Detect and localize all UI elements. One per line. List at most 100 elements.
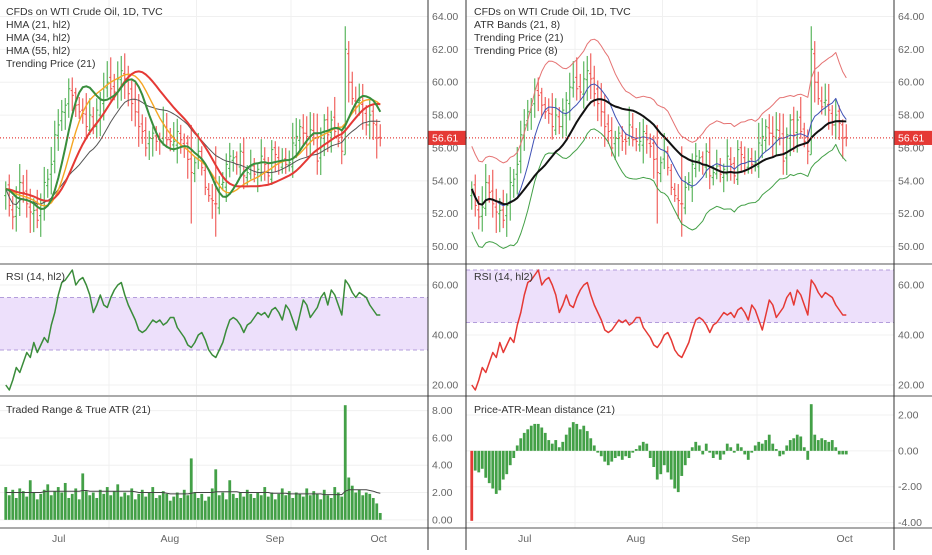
right-x-label: Sep [732, 533, 751, 545]
left-price-tick-label: 52.00 [432, 208, 458, 220]
left-range-bar [11, 489, 15, 520]
left-legend-hma34[interactable]: HMA (34, hl2) [6, 32, 70, 44]
right-distance-bar [557, 447, 561, 451]
left-price-tick-label: 56.00 [432, 142, 458, 154]
left-legend-hma55[interactable]: HMA (55, hl2) [6, 45, 70, 57]
right-distance-bar [697, 445, 701, 451]
right-distance-bar [578, 429, 582, 451]
right-distance-bar [508, 450, 512, 466]
left-range-bar [123, 492, 127, 520]
right-distance-bar [750, 450, 754, 453]
right-legend-atr-bands[interactable]: ATR Bands (21, 8) [474, 19, 560, 31]
left-atr-legend[interactable]: Traded Range & True ATR (21) [6, 404, 151, 416]
right-distance-bar [540, 427, 544, 451]
right-price-tick-label: 60.00 [898, 77, 924, 89]
left-range-bar [305, 488, 309, 520]
right-distance-bar [704, 443, 708, 451]
left-atr-tick-label: 0.00 [432, 514, 453, 526]
left-range-bar [256, 492, 260, 520]
left-range-bar [326, 495, 330, 520]
left-range-bar [112, 491, 116, 520]
right-distance-bar [550, 443, 554, 451]
right-dist-legend[interactable]: Price-ATR-Mean distance (21) [474, 404, 615, 416]
right-distance-bar [708, 450, 712, 453]
right-price-tick-label: 62.00 [898, 44, 924, 56]
right-distance-bar [585, 431, 589, 451]
right-distance-bar [683, 450, 687, 466]
left-range-bar [375, 503, 379, 520]
left-range-bar [144, 496, 148, 520]
right-distance-bar [666, 450, 670, 473]
right-distance-bar [820, 438, 824, 451]
left-price-tick-label: 64.00 [432, 11, 458, 23]
left-legend-symbol[interactable]: CFDs on WTI Crude Oil, 1D, TVC [6, 6, 163, 18]
right-distance-bar [498, 450, 502, 491]
right-atr-band-upper [471, 38, 847, 164]
right-distance-bar [743, 450, 747, 455]
right-distance-bar [655, 450, 659, 480]
left-range-bar [182, 489, 186, 520]
left-range-bar [42, 489, 46, 520]
left-range-bar [270, 492, 274, 520]
right-x-label: Jul [518, 533, 531, 545]
right-distance-bar [701, 450, 705, 455]
left-range-bar [252, 497, 256, 520]
right-distance-bar [533, 423, 537, 451]
right-distance-bar [792, 438, 796, 451]
left-legend-hma21[interactable]: HMA (21, hl2) [6, 19, 70, 31]
left-top-price-badge-label: 56.61 [432, 132, 458, 144]
right-distance-bar [690, 447, 694, 451]
left-range-bar [249, 493, 253, 520]
right-distance-bar [785, 445, 789, 451]
left-range-bar [312, 491, 316, 520]
right-distance-bar [806, 450, 810, 460]
left-range-bar [74, 488, 78, 520]
left-rsi-legend[interactable]: RSI (14, hl2) [6, 271, 65, 283]
left-range-bar [259, 495, 263, 520]
left-range-bar [329, 497, 333, 520]
left-range-bar [126, 495, 130, 520]
right-distance-bar [827, 441, 831, 451]
right-distance-bar [715, 450, 719, 455]
right-distance-bar [494, 450, 498, 494]
right-legend-symbol[interactable]: CFDs on WTI Crude Oil, 1D, TVC [474, 6, 631, 18]
left-range-bar [308, 495, 312, 520]
left-range-bar [172, 496, 176, 520]
left-range-bar [294, 492, 298, 520]
left-price-tick-label: 50.00 [432, 241, 458, 253]
right-dist-tick-label: -4.00 [898, 517, 922, 529]
right-distance-bar [568, 427, 572, 451]
left-range-bar [336, 492, 340, 520]
right-legend-trend21[interactable]: Trending Price (21) [474, 32, 563, 44]
right-distance-bar [732, 450, 736, 453]
left-range-bar [291, 497, 295, 520]
right-distance-bar [634, 449, 638, 451]
right-distance-bar [659, 450, 663, 475]
right-top-price-badge-label: 56.61 [898, 132, 924, 144]
left-atr-tick-label: 4.00 [432, 460, 453, 472]
right-distance-bar [589, 438, 593, 451]
left-range-bar [340, 496, 344, 520]
right-distance-bar [711, 450, 715, 459]
left-hma21-line [5, 78, 382, 210]
left-range-bar [203, 500, 207, 520]
left-range-bar [165, 493, 169, 520]
right-distance-bar [620, 450, 624, 460]
left-range-bar [81, 473, 85, 520]
right-distance-bar [617, 450, 621, 457]
left-range-bar [207, 496, 211, 520]
left-range-bar [56, 487, 60, 520]
right-rsi-legend[interactable]: RSI (14, hl2) [474, 271, 533, 283]
left-legend-trend21[interactable]: Trending Price (21) [6, 58, 95, 70]
right-distance-bar [477, 450, 481, 473]
right-distance-bar [841, 450, 845, 455]
left-range-bar [284, 495, 288, 520]
right-distance-bar [781, 450, 785, 455]
right-distance-bar [596, 450, 600, 453]
left-rsi-tick-label: 40.00 [432, 330, 458, 342]
left-range-bar [116, 484, 120, 520]
right-distance-bar [610, 450, 614, 462]
right-legend-trend8[interactable]: Trending Price (8) [474, 45, 558, 57]
left-range-bar [193, 492, 197, 520]
